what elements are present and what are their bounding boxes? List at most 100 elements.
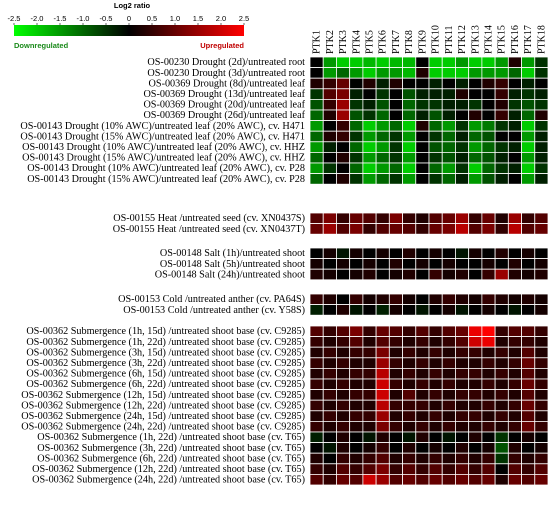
heatmap-cell xyxy=(375,247,390,260)
heatmap-cell xyxy=(534,223,549,235)
heatmap-cell xyxy=(441,120,456,132)
heatmap-cell xyxy=(362,130,377,143)
heatmap-cell xyxy=(455,442,470,454)
column-label: PTK15 xyxy=(497,25,508,54)
heatmap-cell xyxy=(322,109,337,122)
heatmap-cell xyxy=(428,304,443,316)
column-label: PTK12 xyxy=(457,25,468,54)
heatmap-cell xyxy=(494,258,509,270)
heatmap-cell xyxy=(534,293,549,306)
heatmap-cell xyxy=(375,442,390,454)
heatmap-cell xyxy=(336,120,351,132)
heatmap-cell xyxy=(362,258,377,270)
heatmap-cell xyxy=(362,88,377,100)
row-label: OS-00143 Drought (10% AWC)/untreated lea… xyxy=(22,142,305,153)
heatmap-cell xyxy=(468,346,483,359)
heatmap-cell xyxy=(441,431,456,444)
heatmap-cell xyxy=(402,130,417,143)
legend-tick-label: -1.0 xyxy=(77,14,90,23)
heatmap-cell xyxy=(362,141,377,153)
heatmap-cell xyxy=(415,336,430,348)
column-label: PTK16 xyxy=(510,25,521,54)
heatmap-cell xyxy=(534,399,549,412)
heatmap-cell xyxy=(362,293,377,306)
heatmap-cell xyxy=(507,420,522,433)
heatmap-cell xyxy=(388,141,403,153)
heatmap-cell xyxy=(494,452,509,465)
heatmap-cell xyxy=(481,336,496,348)
heatmap-cell xyxy=(349,473,364,486)
heatmap-cell xyxy=(481,223,496,235)
heatmap-cell xyxy=(336,77,351,90)
heatmap-cell xyxy=(534,258,549,270)
heatmap-cell xyxy=(521,258,536,270)
row-label: OS-00362 Submergence (12h, 22d) /untreat… xyxy=(32,464,305,475)
heatmap-cell xyxy=(415,258,430,270)
column-label: PTK10 xyxy=(431,25,442,54)
heatmap-cell xyxy=(441,258,456,270)
heatmap-cell xyxy=(534,56,549,69)
heatmap-cell xyxy=(521,378,536,391)
heatmap-cell xyxy=(481,109,496,122)
heatmap-cell xyxy=(402,67,417,79)
heatmap-cell xyxy=(375,88,390,100)
heatmap-cell xyxy=(415,367,430,380)
heatmap-cell xyxy=(336,378,351,391)
heatmap-cell xyxy=(481,293,496,306)
heatmap-cell xyxy=(428,120,443,132)
heatmap-cell xyxy=(402,357,417,369)
heatmap-cell xyxy=(494,473,509,486)
heatmap-cell xyxy=(521,130,536,143)
heatmap-cell xyxy=(507,120,522,132)
heatmap-cell xyxy=(388,56,403,69)
heatmap-cell xyxy=(428,130,443,143)
heatmap-cell xyxy=(336,346,351,359)
row-label: OS-00155 Heat /untreated seed (cv. XN043… xyxy=(113,224,305,235)
column-label: PTK3 xyxy=(338,30,349,54)
heatmap-cell xyxy=(402,247,417,260)
heatmap-cell xyxy=(402,420,417,433)
heatmap-cell xyxy=(534,268,549,281)
heatmap-cell xyxy=(507,304,522,316)
heatmap-cell xyxy=(441,141,456,153)
heatmap-cell xyxy=(309,268,324,281)
heatmap-cell xyxy=(415,399,430,412)
heatmap-cell xyxy=(322,223,337,235)
heatmap-cell xyxy=(336,399,351,412)
heatmap-cell xyxy=(309,346,324,359)
heatmap-cell xyxy=(349,67,364,79)
heatmap-cell xyxy=(507,212,522,225)
heatmap-cell xyxy=(441,67,456,79)
row-label: OS-00362 Submergence (6h, 22d) /untreate… xyxy=(26,379,305,390)
heatmap-cell xyxy=(507,223,522,235)
heatmap-cell xyxy=(521,304,536,316)
heatmap-cell xyxy=(441,389,456,401)
heatmap-cell xyxy=(521,357,536,369)
heatmap-cell xyxy=(309,162,324,175)
heatmap-cell xyxy=(349,378,364,391)
heatmap-cell xyxy=(441,293,456,306)
heatmap-cell xyxy=(468,173,483,185)
heatmap-cell xyxy=(309,212,324,225)
heatmap-cell xyxy=(322,67,337,79)
heatmap-cell xyxy=(402,463,417,475)
heatmap-cell xyxy=(428,223,443,235)
heatmap-cell xyxy=(521,389,536,401)
heatmap-cell xyxy=(521,431,536,444)
heatmap-cell xyxy=(388,212,403,225)
legend-tick-label: -1.5 xyxy=(54,14,67,23)
heatmap-cell xyxy=(322,258,337,270)
heatmap-cell xyxy=(521,367,536,380)
heatmap-cell xyxy=(375,473,390,486)
heatmap-cell xyxy=(468,109,483,122)
heatmap-cell xyxy=(521,88,536,100)
heatmap-cell xyxy=(494,378,509,391)
heatmap-cell xyxy=(388,99,403,111)
heatmap-cell xyxy=(441,325,456,338)
heatmap-cell xyxy=(309,357,324,369)
heatmap-cell xyxy=(349,325,364,338)
heatmap-cell xyxy=(402,162,417,175)
heatmap-cell xyxy=(507,77,522,90)
heatmap-cell xyxy=(309,88,324,100)
heatmap-cell xyxy=(322,120,337,132)
